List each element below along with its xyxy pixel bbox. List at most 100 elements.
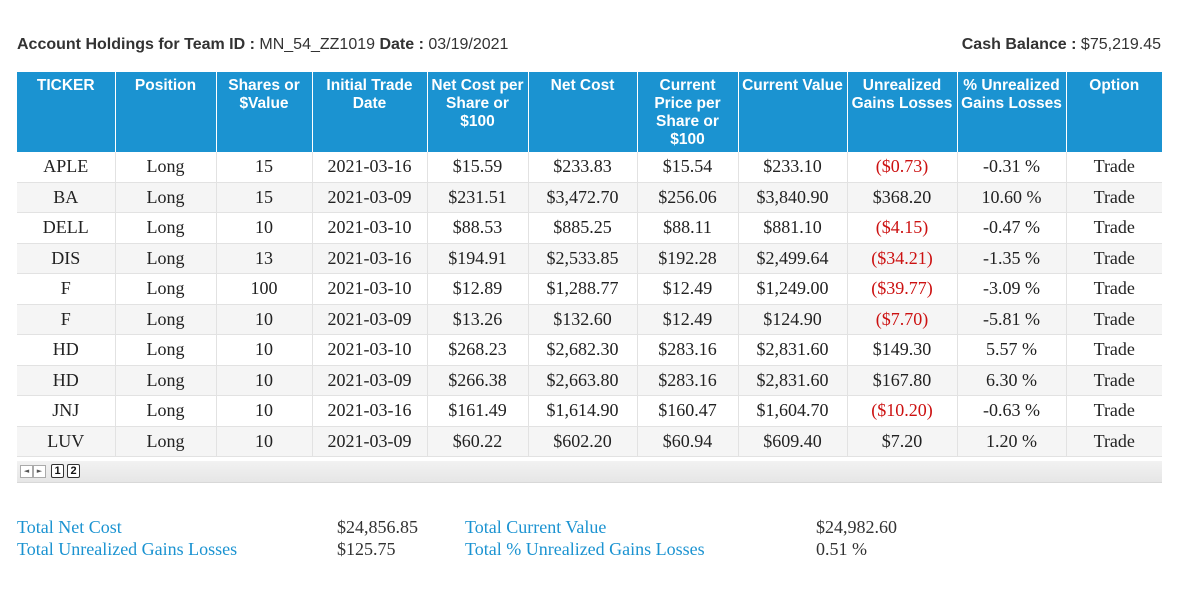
cell-net-cost: $2,663.80	[527, 365, 637, 396]
cell-ticker: APLE	[17, 152, 115, 183]
total-pct-value: 0.51 %	[816, 539, 867, 559]
cell-current-price: $283.16	[636, 365, 738, 396]
cash-balance-label: Cash Balance :	[961, 36, 1077, 53]
table-row: LUV Long 10 2021-03-09 $60.22 $602.20 $60.94 $6…	[17, 426, 1162, 457]
cell-position: Long	[114, 334, 216, 366]
column-header-shares[interactable]: Shares or $Value	[215, 72, 312, 152]
trade-link[interactable]: Trade	[1065, 182, 1162, 213]
cell-ticker: DIS	[17, 243, 115, 274]
trade-link[interactable]: Trade	[1065, 152, 1162, 183]
cell-pct-unrealized: 1.20 %	[956, 426, 1066, 457]
cell-trade-date: 2021-03-16	[311, 395, 427, 427]
column-header-option: Option	[1065, 72, 1162, 152]
cell-current-price: $12.49	[636, 273, 738, 305]
column-header-pct-unrealized[interactable]: % Unrealized Gains Losses	[956, 72, 1066, 152]
trade-link[interactable]: Trade	[1065, 273, 1162, 305]
cell-current-value: $609.40	[737, 426, 847, 457]
table-row: JNJ Long 10 2021-03-16 $161.49 $1,614.90 $160.…	[17, 395, 1162, 427]
cell-current-value: $1,249.00	[737, 273, 847, 305]
total-gains-label: Total Unrealized Gains Losses	[17, 539, 238, 559]
cell-shares: 10	[215, 365, 312, 396]
cell-ticker: DELL	[17, 212, 115, 244]
table-row: DIS Long 13 2021-03-16 $194.91 $2,533.85 $192.…	[17, 243, 1162, 274]
column-header-cost-per-share[interactable]: Net Cost per Share or $100	[426, 72, 528, 152]
cell-unrealized-gain: $149.30	[846, 334, 957, 366]
page-1-button[interactable]: 1	[51, 464, 64, 478]
cell-pct-unrealized: -0.63 %	[956, 395, 1066, 427]
cell-position: Long	[114, 365, 216, 396]
trade-link[interactable]: Trade	[1065, 243, 1162, 274]
triangle-left-icon[interactable]: ◄	[20, 465, 33, 478]
cell-unrealized-gain: ($4.15)	[846, 212, 957, 244]
cell-position: Long	[114, 273, 216, 305]
cell-trade-date: 2021-03-16	[311, 243, 427, 274]
column-header-trade-date[interactable]: Initial Trade Date	[311, 72, 427, 152]
cell-position: Long	[114, 426, 216, 457]
cell-cost-per-share: $161.49	[426, 395, 528, 427]
cell-current-price: $15.54	[636, 152, 738, 183]
cell-trade-date: 2021-03-10	[311, 334, 427, 366]
cell-unrealized-gain: ($0.73)	[846, 152, 957, 183]
cell-shares: 10	[215, 212, 312, 244]
cell-net-cost: $602.20	[527, 426, 637, 457]
cell-current-price: $60.94	[636, 426, 738, 457]
cell-current-price: $12.49	[636, 304, 738, 335]
trade-link[interactable]: Trade	[1065, 395, 1162, 427]
cell-current-price: $88.11	[636, 212, 738, 244]
cell-net-cost: $1,614.90	[527, 395, 637, 427]
trade-link[interactable]: Trade	[1065, 365, 1162, 396]
cell-ticker: F	[17, 273, 115, 305]
cell-position: Long	[114, 152, 216, 183]
cash-balance-value: $75,219.45	[1080, 36, 1161, 53]
cell-trade-date: 2021-03-09	[311, 426, 427, 457]
cell-current-value: $124.90	[737, 304, 847, 335]
cell-current-price: $160.47	[636, 395, 738, 427]
cell-shares: 15	[215, 182, 312, 213]
cell-shares: 10	[215, 426, 312, 457]
trade-link[interactable]: Trade	[1065, 426, 1162, 457]
cell-ticker: HD	[17, 334, 115, 366]
total-gains-value: $125.75	[337, 539, 396, 559]
total-net-cost-label: Total Net Cost	[17, 517, 122, 537]
trade-link[interactable]: Trade	[1065, 334, 1162, 366]
cell-shares: 10	[215, 395, 312, 427]
cell-pct-unrealized: 10.60 %	[956, 182, 1066, 213]
page-2-button[interactable]: 2	[67, 464, 80, 478]
trade-link[interactable]: Trade	[1065, 212, 1162, 244]
table-row: HD Long 10 2021-03-10 $268.23 $2,682.30 $283.1…	[17, 334, 1162, 366]
column-header-unrealized-gains[interactable]: Unrealized Gains Losses	[846, 72, 957, 152]
cell-position: Long	[114, 395, 216, 427]
cell-pct-unrealized: 6.30 %	[956, 365, 1066, 396]
total-net-cost-value: $24,856.85	[337, 517, 418, 537]
triangle-right-icon[interactable]: ►	[33, 465, 46, 478]
total-pct-label: Total % Unrealized Gains Losses	[465, 539, 705, 559]
cell-trade-date: 2021-03-09	[311, 365, 427, 396]
cell-ticker: LUV	[17, 426, 115, 457]
cell-shares: 10	[215, 304, 312, 335]
column-header-current-price[interactable]: Current Price per Share or $100	[636, 72, 738, 152]
column-header-net-cost[interactable]: Net Cost	[527, 72, 637, 152]
account-header: Account Holdings for Team ID : MN_54_ZZ1…	[17, 36, 1161, 58]
holdings-table: TICKER Position Shares or $Value Initial…	[17, 72, 1162, 457]
table-row: HD Long 10 2021-03-09 $266.38 $2,663.80 $283.1…	[17, 365, 1162, 396]
cell-pct-unrealized: -3.09 %	[956, 273, 1066, 305]
trade-link[interactable]: Trade	[1065, 304, 1162, 335]
column-header-position[interactable]: Position	[114, 72, 216, 152]
cell-net-cost: $2,682.30	[527, 334, 637, 366]
cell-shares: 10	[215, 334, 312, 366]
column-header-ticker[interactable]: TICKER	[17, 72, 115, 152]
cell-position: Long	[114, 304, 216, 335]
total-current-value-label: Total Current Value	[465, 517, 607, 537]
cell-current-price: $192.28	[636, 243, 738, 274]
cell-current-value: $2,831.60	[737, 334, 847, 366]
cell-position: Long	[114, 182, 216, 213]
cell-trade-date: 2021-03-10	[311, 212, 427, 244]
cell-trade-date: 2021-03-16	[311, 152, 427, 183]
cell-shares: 13	[215, 243, 312, 274]
table-row: F Long 100 2021-03-10 $12.89 $1,288.77 $12.49 $…	[17, 273, 1162, 305]
cell-current-value: $3,840.90	[737, 182, 847, 213]
column-header-current-value[interactable]: Current Value	[737, 72, 847, 152]
cell-cost-per-share: $266.38	[426, 365, 528, 396]
cell-position: Long	[114, 212, 216, 244]
cell-cost-per-share: $15.59	[426, 152, 528, 183]
